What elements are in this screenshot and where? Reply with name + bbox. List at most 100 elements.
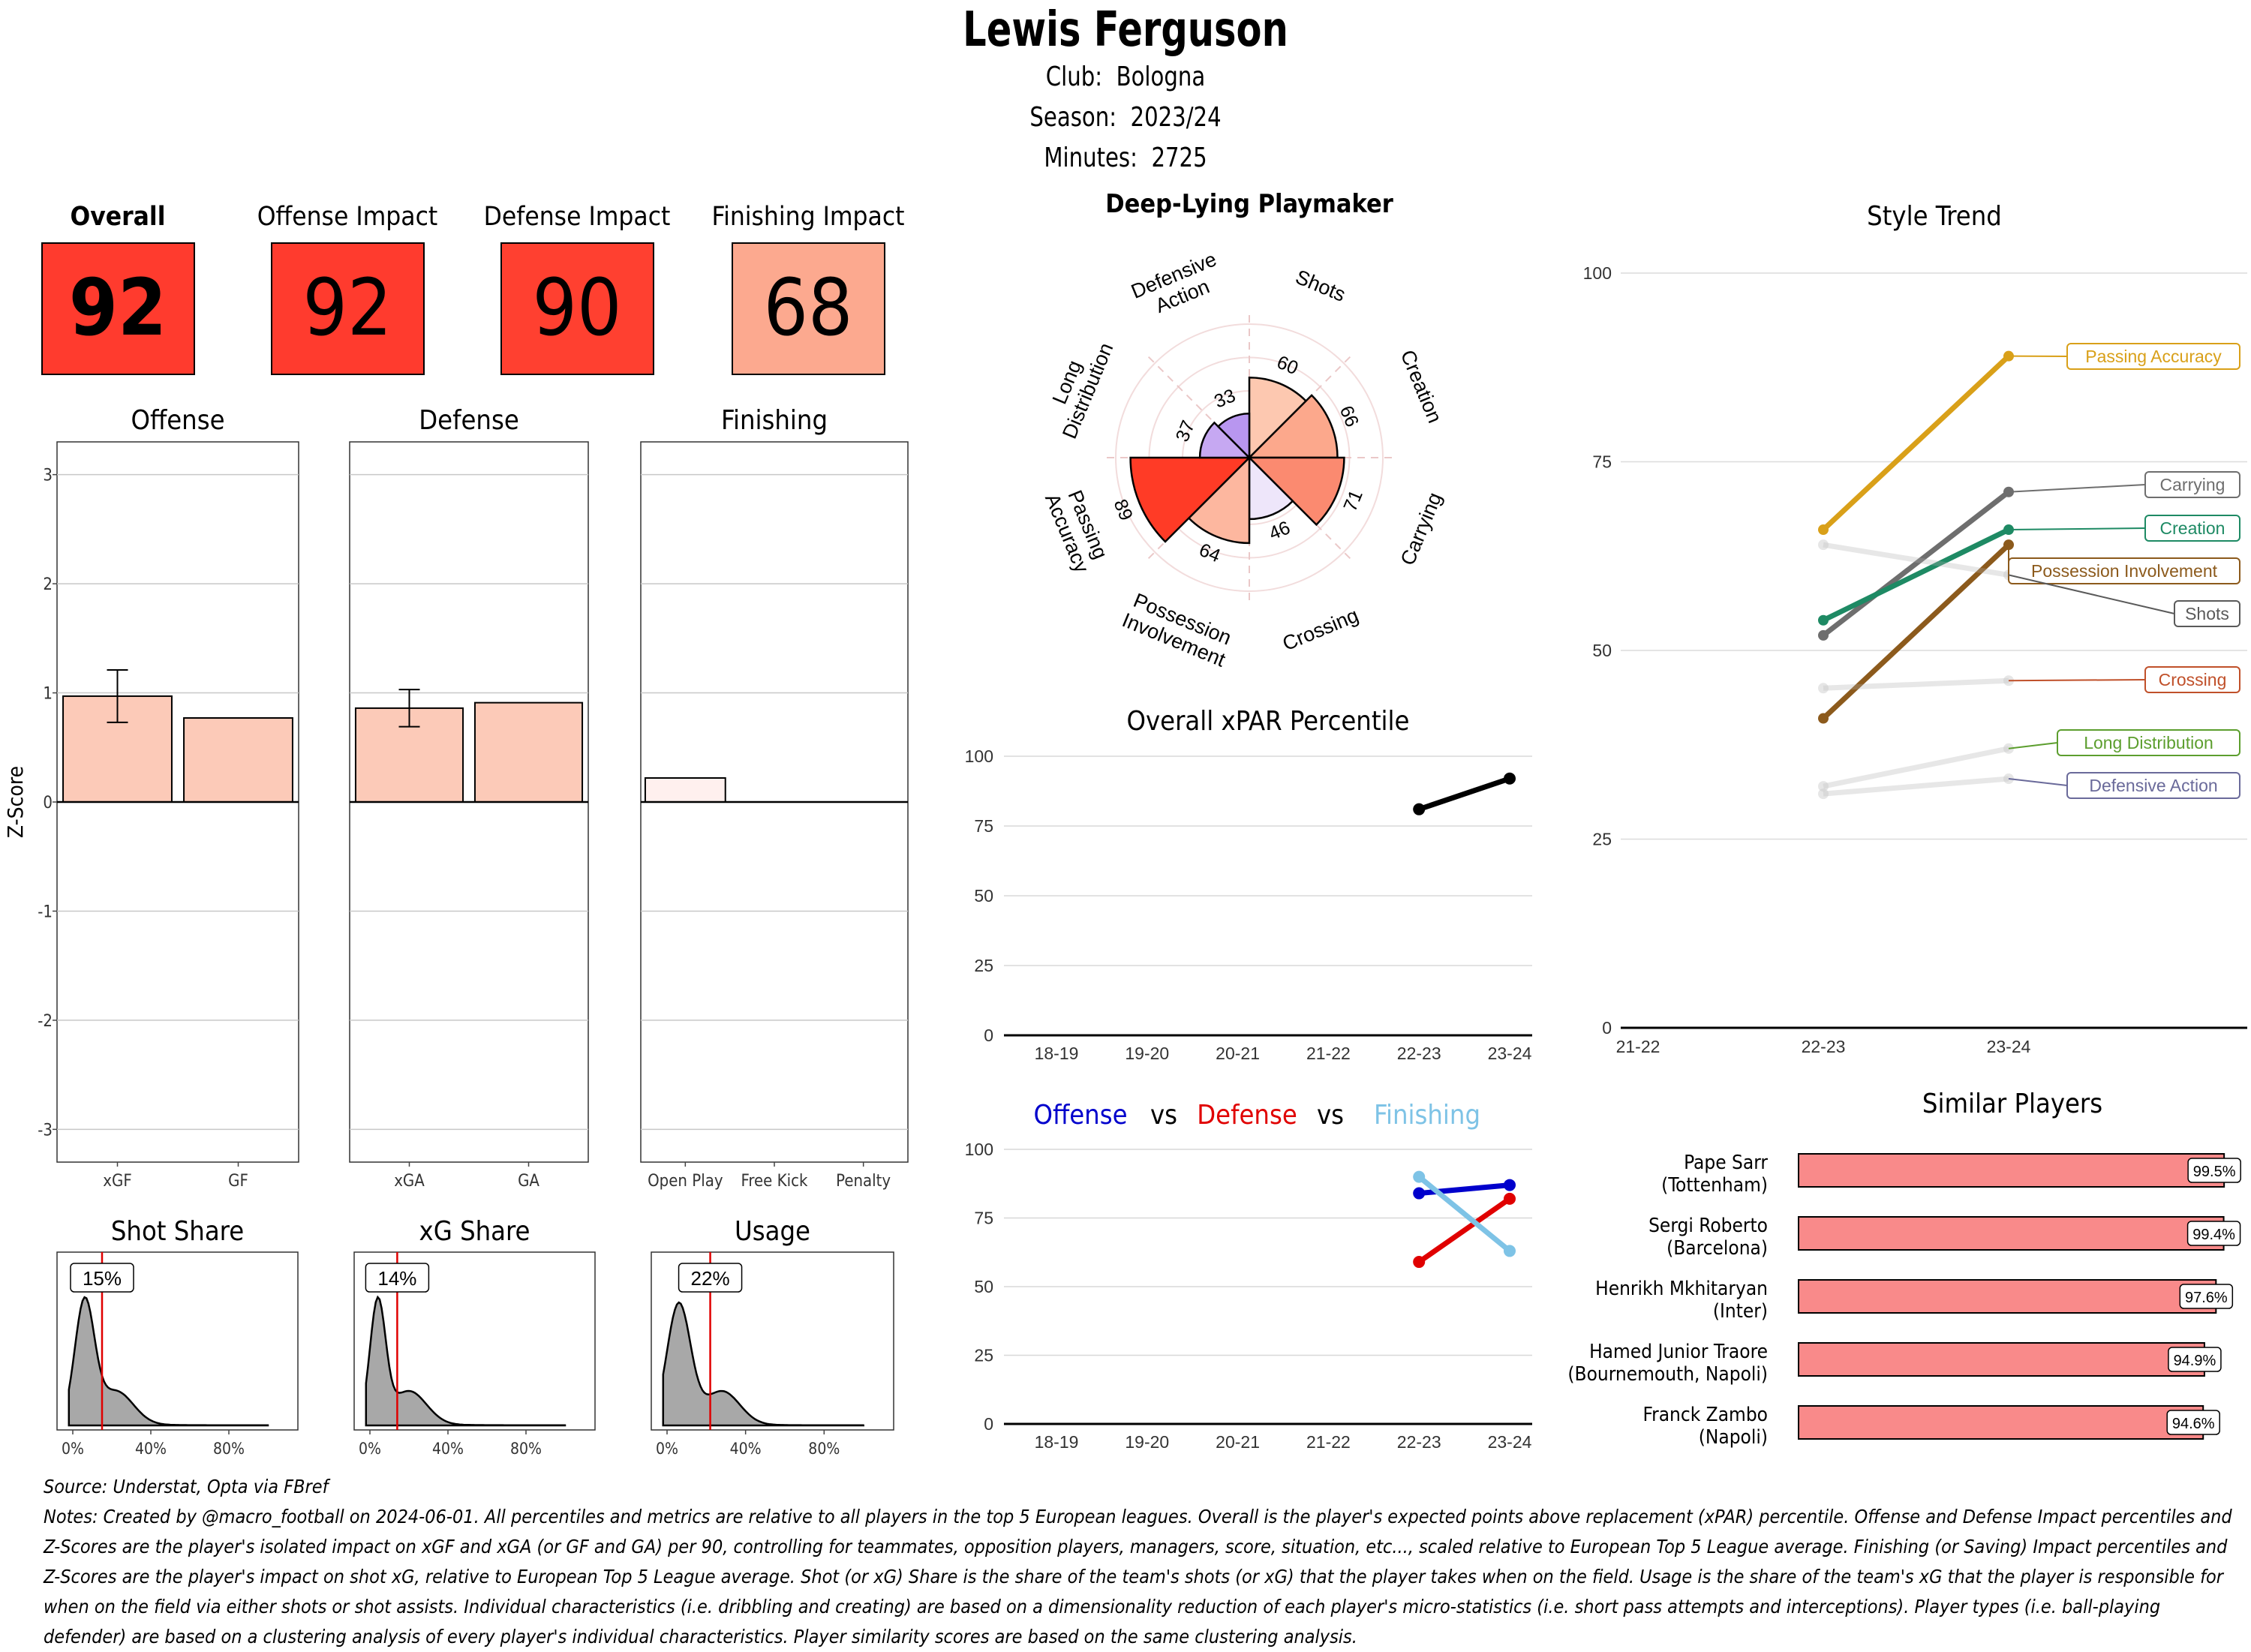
footer: Source: Understat, Opta via FBref Notes:… [44,1472,2234,1652]
ovd-title-part: Finishing [1374,1100,1480,1131]
series-point [1413,803,1425,815]
similarity-label: 99.5% [2193,1164,2236,1180]
similar-player-club: (Napoli) [1699,1426,1768,1449]
y-tick-label: 50 [974,886,993,906]
x-tick-label: GA [518,1172,539,1191]
marker-label: 22% [691,1267,730,1290]
radar-category-label: Shots [1292,266,1348,306]
x-tick-label: 21-22 [1306,1432,1351,1452]
trend-label-leader [2009,779,2067,785]
y-tick-label: 3 [43,467,53,485]
radar-category-line: Crossing [1279,604,1362,655]
score-tile-label: Offense Impact [257,202,438,232]
y-tick-label: 25 [974,1346,993,1365]
x-tick-label: 23-24 [1488,1044,1532,1063]
z-bar [475,703,582,802]
score-tile-value: 68 [763,262,852,353]
y-tick-label: 0 [984,1026,993,1045]
trend-label: Shots [2185,604,2229,623]
radar-category-line: Shots [1292,266,1348,306]
y-tick-label: 25 [1592,830,1612,849]
density-title: xG Share [419,1216,530,1247]
similar-players-title: Similar Players [1922,1089,2102,1119]
similar-player-name: Franck Zambo [1643,1404,1768,1426]
y-tick-label: 50 [974,1277,993,1296]
x-tick-label: 40% [432,1440,464,1458]
score-tile-label: Defense Impact [484,202,671,232]
similar-player-club: (Barcelona) [1666,1237,1768,1260]
score-tile-value: 92 [302,262,392,353]
x-tick-label: 21-22 [1616,1037,1660,1056]
radar-category-line: Carrying [1396,489,1447,569]
line-chart-title: Overall xPAR Percentile [1127,706,1410,737]
trend-label: Creation [2160,518,2225,538]
z-bar [184,718,293,802]
similar-player-name: Hamed Junior Traore [1589,1341,1768,1363]
radar-category-line: Creation [1396,347,1447,426]
radar-value-label: 66 [1336,403,1363,430]
x-tick-label: 22-23 [1397,1044,1441,1063]
marker-label: 15% [83,1267,122,1290]
y-tick-label: 75 [974,816,993,836]
trend-point [1818,683,1829,693]
y-tick-label: 2 [43,575,53,594]
series-point [1504,1245,1516,1257]
x-tick-label: 20-21 [1216,1044,1260,1063]
series-point [1504,1193,1516,1205]
trend-line [1823,680,2009,688]
y-tick-label: 0 [984,1414,993,1434]
x-tick-label: 19-20 [1125,1432,1169,1452]
trend-label: Long Distribution [2084,733,2213,752]
x-tick-label: 22-23 [1397,1432,1441,1452]
ovd-title-part: Defense [1197,1100,1297,1131]
marker-label: 14% [377,1267,416,1290]
methodology-notes: Notes: Created by @macro_football on 202… [44,1502,2234,1652]
x-tick-label: Penalty [836,1172,891,1191]
trend-point [1818,630,1829,641]
similarity-bar [1799,1280,2216,1313]
x-tick-label: 0% [656,1440,678,1458]
series-point [1504,773,1516,785]
x-tick-label: 23-24 [1488,1432,1532,1452]
x-tick-label: Free Kick [741,1172,808,1191]
trend-label-leader [2009,528,2145,530]
x-tick-label: 80% [213,1440,245,1458]
radar-category-label: Creation [1396,347,1447,426]
trend-line [1823,356,2009,530]
similarity-label: 94.9% [2174,1353,2216,1369]
trend-label: Passing Accuracy [2085,347,2222,366]
y-tick-label: 0 [1602,1018,1612,1038]
z-bar [645,778,726,802]
similarity-bar [1799,1343,2204,1376]
y-tick-label: 100 [965,1140,993,1159]
x-tick-label: 40% [730,1440,762,1458]
y-tick-label: 75 [1592,452,1612,472]
y-tick-label: -3 [38,1121,53,1140]
style-trend-title: Style Trend [1867,201,2002,232]
trend-point [1818,713,1829,724]
x-tick-label: 0% [62,1440,84,1458]
x-tick-label: 18-19 [1035,1432,1079,1452]
x-tick-label: 18-19 [1035,1044,1079,1063]
y-tick-label: 75 [974,1209,993,1228]
score-tile-value: 92 [69,262,167,353]
trend-point [1818,524,1829,535]
x-tick-label: xGF [103,1172,131,1191]
x-tick-label: 80% [808,1440,840,1458]
radar-value-label: 33 [1211,385,1238,413]
y-tick-label: 25 [974,956,993,975]
trend-point [1818,788,1829,799]
x-tick-label: 23-24 [1987,1037,2031,1056]
trend-label-leader [2009,743,2057,749]
score-tile-value: 90 [532,262,621,353]
y-tick-label: -1 [38,903,53,921]
x-tick-label: 20-21 [1216,1432,1260,1452]
radar-value-label: 89 [1110,496,1138,523]
trend-point [1818,615,1829,626]
x-tick-label: xGA [394,1172,425,1191]
x-tick-label: 19-20 [1125,1044,1169,1063]
trend-label: Defensive Action [2089,776,2217,795]
ovd-title-part: Offense [1033,1100,1127,1131]
